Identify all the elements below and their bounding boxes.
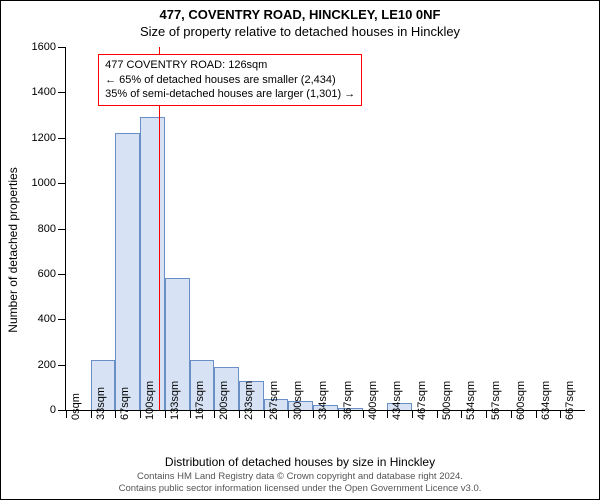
y-tick xyxy=(58,183,66,184)
annotation-line-3: 35% of semi-detached houses are larger (… xyxy=(105,87,355,102)
x-tick xyxy=(140,410,141,418)
y-tick xyxy=(58,47,66,48)
y-tick xyxy=(58,138,66,139)
x-tick xyxy=(91,410,92,418)
chart-container: 477, COVENTRY ROAD, HINCKLEY, LE10 0NF S… xyxy=(0,0,600,500)
y-tick-label: 400 xyxy=(38,313,56,325)
footer-line-2: Contains public sector information licen… xyxy=(1,483,599,495)
x-tick xyxy=(363,410,364,418)
x-tick xyxy=(190,410,191,418)
x-tick xyxy=(511,410,512,418)
x-tick-label: 67sqm xyxy=(119,387,131,420)
x-tick xyxy=(338,410,339,418)
x-tick xyxy=(288,410,289,418)
y-tick-label: 1200 xyxy=(32,132,56,144)
x-tick-label: 667sqm xyxy=(564,381,576,420)
x-tick-label: 200sqm xyxy=(218,381,230,420)
x-tick-label: 334sqm xyxy=(317,381,329,420)
y-tick xyxy=(58,274,66,275)
x-tick-label: 133sqm xyxy=(169,381,181,420)
x-tick xyxy=(165,410,166,418)
x-tick xyxy=(486,410,487,418)
chart-subtitle: Size of property relative to detached ho… xyxy=(1,22,599,43)
x-tick-label: 0sqm xyxy=(70,393,82,420)
y-axis-label: Number of detached properties xyxy=(6,167,20,332)
annotation-box: 477 COVENTRY ROAD: 126sqm← 65% of detach… xyxy=(98,54,362,107)
x-tick-label: 600sqm xyxy=(515,381,527,420)
x-tick-label: 367sqm xyxy=(342,381,354,420)
x-tick xyxy=(239,410,240,418)
x-tick-label: 33sqm xyxy=(95,387,107,420)
x-tick-label: 267sqm xyxy=(268,381,280,420)
footer-attribution: Contains HM Land Registry data © Crown c… xyxy=(1,471,599,495)
x-tick-label: 500sqm xyxy=(441,381,453,420)
y-tick-label: 200 xyxy=(38,359,56,371)
x-tick-label: 434sqm xyxy=(391,381,403,420)
x-tick-label: 634sqm xyxy=(540,381,552,420)
plot-area: 020040060080010001200140016000sqm33sqm67… xyxy=(65,47,585,411)
y-tick-label: 1000 xyxy=(32,177,56,189)
y-tick-label: 800 xyxy=(38,223,56,235)
y-tick xyxy=(58,410,66,411)
x-tick xyxy=(387,410,388,418)
y-tick xyxy=(58,229,66,230)
histogram-bar xyxy=(115,133,140,410)
x-tick xyxy=(313,410,314,418)
x-tick-label: 534sqm xyxy=(465,381,477,420)
y-tick-label: 600 xyxy=(38,268,56,280)
x-tick-label: 300sqm xyxy=(292,381,304,420)
x-tick xyxy=(536,410,537,418)
x-tick-label: 400sqm xyxy=(367,381,379,420)
annotation-line-1: 477 COVENTRY ROAD: 126sqm xyxy=(105,58,355,73)
x-tick xyxy=(412,410,413,418)
footer-line-1: Contains HM Land Registry data © Crown c… xyxy=(1,471,599,483)
x-tick-label: 467sqm xyxy=(416,381,428,420)
y-tick xyxy=(58,92,66,93)
annotation-line-2: ← 65% of detached houses are smaller (2,… xyxy=(105,73,355,88)
plot-wrap: 020040060080010001200140016000sqm33sqm67… xyxy=(65,47,585,411)
chart-title-address: 477, COVENTRY ROAD, HINCKLEY, LE10 0NF xyxy=(1,1,599,22)
histogram-bar xyxy=(140,117,165,410)
x-tick xyxy=(66,410,67,418)
x-tick-label: 233sqm xyxy=(243,381,255,420)
x-tick xyxy=(560,410,561,418)
y-tick-label: 0 xyxy=(50,404,56,416)
x-tick xyxy=(437,410,438,418)
x-tick xyxy=(264,410,265,418)
x-tick xyxy=(115,410,116,418)
x-tick-label: 167sqm xyxy=(194,381,206,420)
y-tick xyxy=(58,319,66,320)
y-tick xyxy=(58,365,66,366)
x-tick-label: 100sqm xyxy=(144,381,156,420)
x-tick-label: 567sqm xyxy=(490,381,502,420)
x-axis-label: Distribution of detached houses by size … xyxy=(1,455,599,469)
y-tick-label: 1600 xyxy=(32,41,56,53)
x-tick xyxy=(214,410,215,418)
y-tick-label: 1400 xyxy=(32,86,56,98)
x-tick xyxy=(461,410,462,418)
